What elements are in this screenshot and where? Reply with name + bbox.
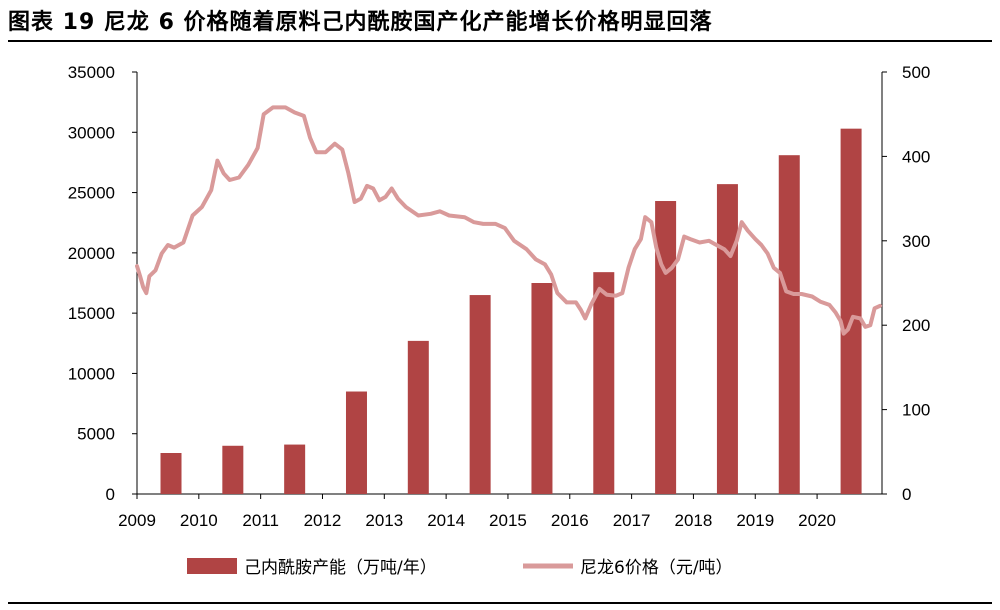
right-tick-label: 300 bbox=[902, 232, 930, 251]
left-tick-label: 20000 bbox=[68, 244, 115, 263]
left-tick-label: 30000 bbox=[68, 123, 115, 142]
x-tick-label: 2019 bbox=[736, 511, 774, 530]
x-tick-label: 2010 bbox=[180, 511, 218, 530]
x-tick-label: 2018 bbox=[675, 511, 713, 530]
capacity-bar bbox=[655, 201, 677, 495]
right-tick-label: 500 bbox=[902, 63, 930, 82]
right-tick-label: 200 bbox=[902, 316, 930, 335]
right-tick-label: 400 bbox=[902, 147, 930, 166]
x-tick-label: 2016 bbox=[551, 511, 589, 530]
capacity-bar bbox=[469, 295, 491, 494]
capacity-bar bbox=[284, 444, 306, 494]
price-line bbox=[135, 105, 883, 336]
left-tick-label: 0 bbox=[106, 485, 115, 504]
line-series bbox=[135, 105, 883, 336]
right-tick-label: 0 bbox=[902, 485, 911, 504]
left-tick-label: 25000 bbox=[68, 184, 115, 203]
axes: 0 5000 10000 15000 20000 25000 30000 35000 0 100 2… bbox=[68, 63, 931, 530]
right-tick-label: 100 bbox=[902, 401, 930, 420]
capacity-bar bbox=[160, 453, 182, 494]
x-tick-label: 2012 bbox=[304, 511, 342, 530]
bottom-rule bbox=[8, 602, 992, 604]
x-tick-label: 2017 bbox=[613, 511, 651, 530]
capacity-bar bbox=[778, 155, 800, 495]
capacity-bar bbox=[222, 445, 244, 494]
legend-bar-swatch bbox=[187, 558, 237, 574]
title-rule bbox=[8, 40, 992, 42]
x-tick-label: 2009 bbox=[118, 511, 156, 530]
capacity-bar bbox=[407, 340, 429, 494]
x-tick-label: 2015 bbox=[489, 511, 527, 530]
capacity-bar bbox=[593, 272, 615, 494]
x-tick-label: 2020 bbox=[798, 511, 836, 530]
x-tick-label: 2014 bbox=[427, 511, 465, 530]
x-tick-label: 2013 bbox=[365, 511, 403, 530]
x-tick-label: 2011 bbox=[242, 511, 279, 530]
capacity-bar bbox=[531, 283, 553, 494]
left-tick-label: 10000 bbox=[68, 364, 115, 383]
figure-title: 图表 19 尼龙 6 价格随着原料己内酰胺国产化产能增长价格明显回落 bbox=[8, 10, 713, 35]
left-tick-label: 35000 bbox=[68, 63, 115, 82]
capacity-bar bbox=[716, 184, 738, 495]
legend: 己内酰胺产能（万吨/年） 尼龙6价格（元/吨） bbox=[187, 558, 733, 578]
left-tick-label: 15000 bbox=[68, 304, 115, 323]
legend-line-label: 尼龙6价格（元/吨） bbox=[580, 558, 733, 578]
capacity-bar bbox=[345, 391, 367, 494]
left-tick-label: 5000 bbox=[77, 425, 115, 444]
legend-bar-label: 己内酰胺产能（万吨/年） bbox=[244, 558, 437, 578]
bar-series bbox=[160, 128, 862, 495]
capacity-bar bbox=[840, 128, 862, 494]
